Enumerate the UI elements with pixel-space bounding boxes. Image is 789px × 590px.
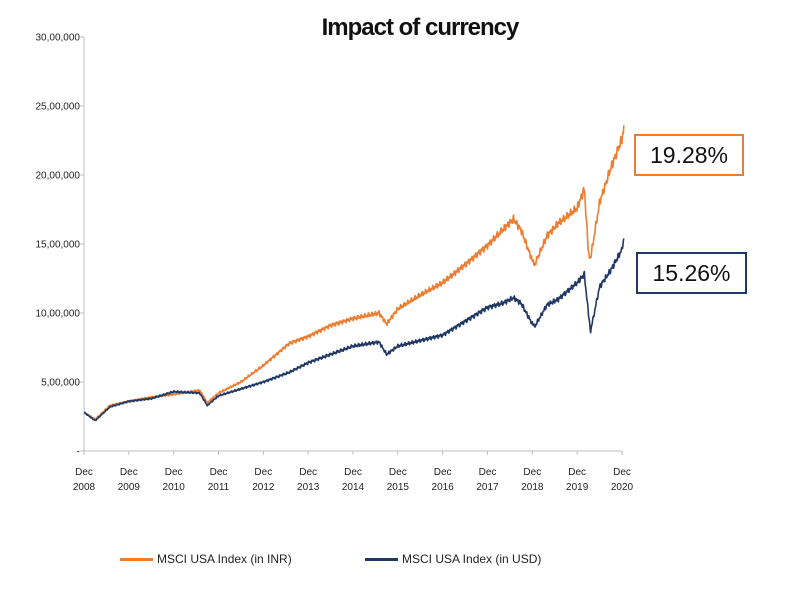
y-tick-label: 25,00,000 bbox=[36, 102, 81, 113]
x-tick-label-year: 2018 bbox=[521, 482, 544, 493]
series-line-inr bbox=[83, 125, 625, 421]
x-tick-label-month: Dec bbox=[568, 467, 586, 478]
y-tick-label: 10,00,000 bbox=[36, 309, 81, 320]
x-tick-label-month: Dec bbox=[523, 467, 541, 478]
legend-label-usd: MSCI USA Index (in USD) bbox=[402, 552, 542, 566]
x-tick-label-year: 2009 bbox=[118, 482, 141, 493]
legend-swatch-inr bbox=[120, 557, 153, 561]
inr-return-callout: 19.28% bbox=[634, 134, 744, 176]
x-tick-label-month: Dec bbox=[165, 467, 183, 478]
x-tick-label-month: Dec bbox=[120, 467, 138, 478]
x-tick-label-month: Dec bbox=[254, 467, 272, 478]
x-tick-label-year: 2008 bbox=[73, 482, 96, 493]
y-tick-label: 15,00,000 bbox=[36, 240, 81, 251]
legend-item-usd: MSCI USA Index (in USD) bbox=[365, 552, 541, 566]
x-tick-label-month: Dec bbox=[75, 467, 93, 478]
series-line-usd bbox=[83, 238, 625, 422]
x-tick-label-year: 2012 bbox=[252, 482, 275, 493]
x-tick-label-month: Dec bbox=[210, 467, 228, 478]
x-tick-label-year: 2014 bbox=[342, 482, 365, 493]
legend-label-inr: MSCI USA Index (in INR) bbox=[157, 552, 292, 566]
series-layer bbox=[83, 125, 625, 422]
x-tick-label-year: 2010 bbox=[163, 482, 186, 493]
x-tick-label-month: Dec bbox=[344, 467, 362, 478]
y-tick-label: - bbox=[77, 447, 80, 458]
legend-item-inr: MSCI USA Index (in INR) bbox=[120, 552, 292, 566]
chart-title: Impact of currency bbox=[321, 14, 520, 41]
chart-legend: MSCI USA Index (in INR) MSCI USA Index (… bbox=[120, 552, 640, 572]
y-tick-label: 30,00,000 bbox=[36, 33, 81, 44]
chart-axes bbox=[83, 37, 622, 452]
legend-swatch-usd bbox=[365, 557, 398, 561]
x-axis-ticks: Dec 2008 Dec 2009 Dec 2010 Dec 2011 Dec 2012 Dec 20… bbox=[73, 451, 634, 493]
y-tick-label: 20,00,000 bbox=[36, 171, 81, 182]
x-tick-label-year: 2011 bbox=[208, 482, 230, 493]
usd-return-callout: 15.26% bbox=[636, 252, 747, 294]
x-tick-label-month: Dec bbox=[389, 467, 407, 478]
x-tick-label-month: Dec bbox=[299, 467, 317, 478]
x-tick-label-year: 2016 bbox=[432, 482, 455, 493]
y-tick-label: 5,00,000 bbox=[41, 378, 80, 389]
x-tick-label-month: Dec bbox=[479, 467, 497, 478]
x-tick-label-month: Dec bbox=[613, 467, 631, 478]
x-tick-label-year: 2019 bbox=[566, 482, 589, 493]
y-axis-ticks: 30,00,000 25,00,000 20,00,000 15,00,000 10,0… bbox=[36, 33, 84, 458]
x-tick-label-month: Dec bbox=[434, 467, 452, 478]
x-tick-label-year: 2017 bbox=[476, 482, 499, 493]
x-tick-label-year: 2020 bbox=[611, 482, 634, 493]
x-tick-label-year: 2015 bbox=[387, 482, 410, 493]
x-tick-label-year: 2013 bbox=[297, 482, 320, 493]
